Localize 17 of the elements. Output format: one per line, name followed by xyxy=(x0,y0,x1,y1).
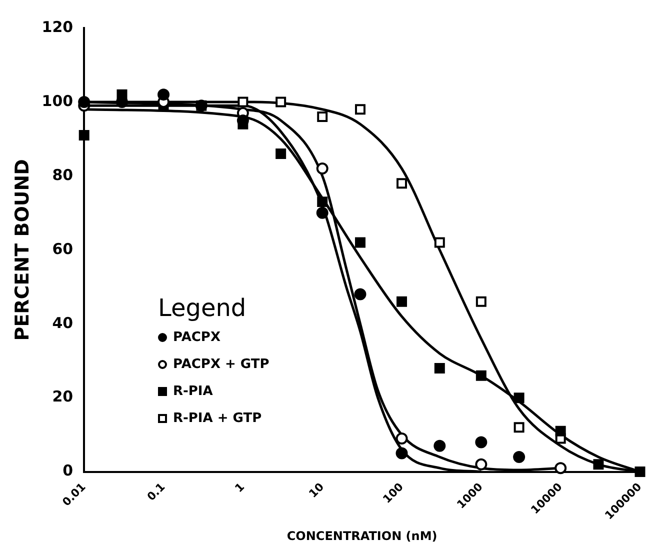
legend-label: PACPX + GTP xyxy=(173,357,270,372)
x-tick-label: 10 xyxy=(306,480,327,500)
y-tick-label: 40 xyxy=(52,314,74,332)
y-tick-label: 120 xyxy=(42,18,74,36)
y-tick-label: 80 xyxy=(52,166,74,184)
legend-label: R-PIA + GTP xyxy=(173,411,262,426)
x-tick-label: 0.1 xyxy=(144,480,168,504)
y-axis-title: PERCENT BOUND xyxy=(11,159,34,341)
y-tick-label: 20 xyxy=(52,388,74,406)
legend-label: PACPX xyxy=(173,330,220,345)
x-tick-label: 1 xyxy=(232,480,248,496)
y-tick-label: 60 xyxy=(52,240,74,258)
y-tick-label: 0 xyxy=(62,462,74,480)
legend-title: Legend xyxy=(158,294,248,322)
legend-label: R-PIA xyxy=(173,384,213,399)
y-tick-label: 100 xyxy=(42,92,74,110)
x-axis-title: CONCENTRATION (nM) xyxy=(286,528,438,543)
